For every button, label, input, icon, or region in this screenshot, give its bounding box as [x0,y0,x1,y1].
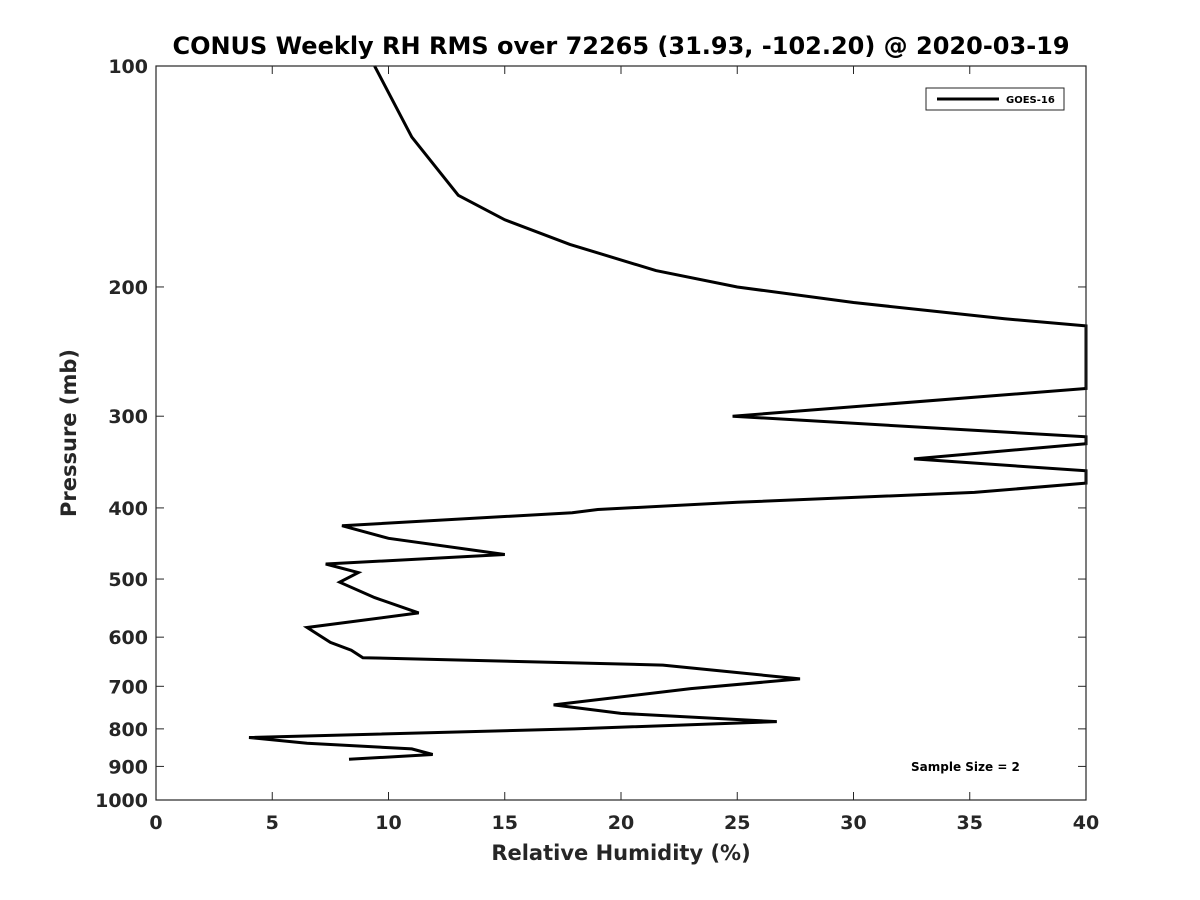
data-point [350,649,353,652]
data-point [410,747,413,750]
x-tick-label: 25 [724,812,750,834]
data-point [387,537,390,540]
data-point [736,286,739,289]
y-tick-label: 700 [108,676,148,698]
data-point [799,677,802,680]
data-point [568,243,571,246]
x-axis-ticks: 0 5 10 15 20 25 30 35 40 [149,66,1099,834]
x-tick-label: 40 [1073,812,1099,834]
data-point [620,712,623,715]
data-point [410,136,413,139]
y-tick-label: 500 [108,569,148,591]
data-point [361,656,364,659]
data-point [341,524,344,527]
data-point [571,511,574,514]
y-axis-ticks: 100 200 300 400 500 600 700 800 900 1000 [95,56,1086,812]
y-tick-label: 400 [108,498,148,520]
data-point [736,501,739,504]
legend-label-goes-16: GOES-16 [1006,95,1055,106]
x-tick-label: 20 [608,812,634,834]
y-tick-label: 200 [108,277,148,299]
y-tick-label: 800 [108,719,148,741]
x-tick-label: 35 [957,812,983,834]
data-point [573,727,576,730]
y-tick-label: 100 [108,56,148,78]
legend: GOES-16 [925,87,1065,111]
data-point [329,641,332,644]
data-point [417,611,420,614]
data-point [775,720,778,723]
data-point [306,626,309,629]
x-tick-label: 0 [149,812,162,834]
data-point [689,687,692,690]
data-point [661,664,664,667]
x-tick-label: 10 [375,812,401,834]
y-tick-label: 300 [108,406,148,428]
data-point [348,758,351,761]
y-axis-label: Pressure (mb) [57,349,81,517]
x-axis-label: Relative Humidity (%) [491,841,750,865]
data-point [324,563,327,566]
chart-title: CONUS Weekly RH RMS over 72265 (31.93, -… [172,32,1069,60]
y-tick-label: 600 [108,627,148,649]
data-point [731,415,734,418]
y-tick-label: 900 [108,756,148,778]
data-point [373,596,376,599]
x-tick-label: 15 [492,812,518,834]
data-point [357,571,360,574]
sample-size-annotation: Sample Size = 2 [911,760,1020,774]
data-point [503,553,506,556]
data-point [596,508,599,511]
series-line-goes-16 [248,65,1088,761]
data-point [913,457,916,460]
data-point [338,581,341,584]
data-point [973,491,976,494]
data-point [431,753,434,756]
y-tick-label: 1000 [95,790,148,812]
x-tick-label: 5 [266,812,279,834]
series-layer [248,65,1088,761]
plot-area-frame [155,65,1087,801]
data-point [306,742,309,745]
data-point [248,736,251,739]
x-tick-label: 30 [840,812,866,834]
data-point [503,218,506,221]
data-point [654,269,657,272]
data-point [552,703,555,706]
data-point [1003,317,1006,320]
data-point [852,301,855,304]
data-point [457,194,460,197]
